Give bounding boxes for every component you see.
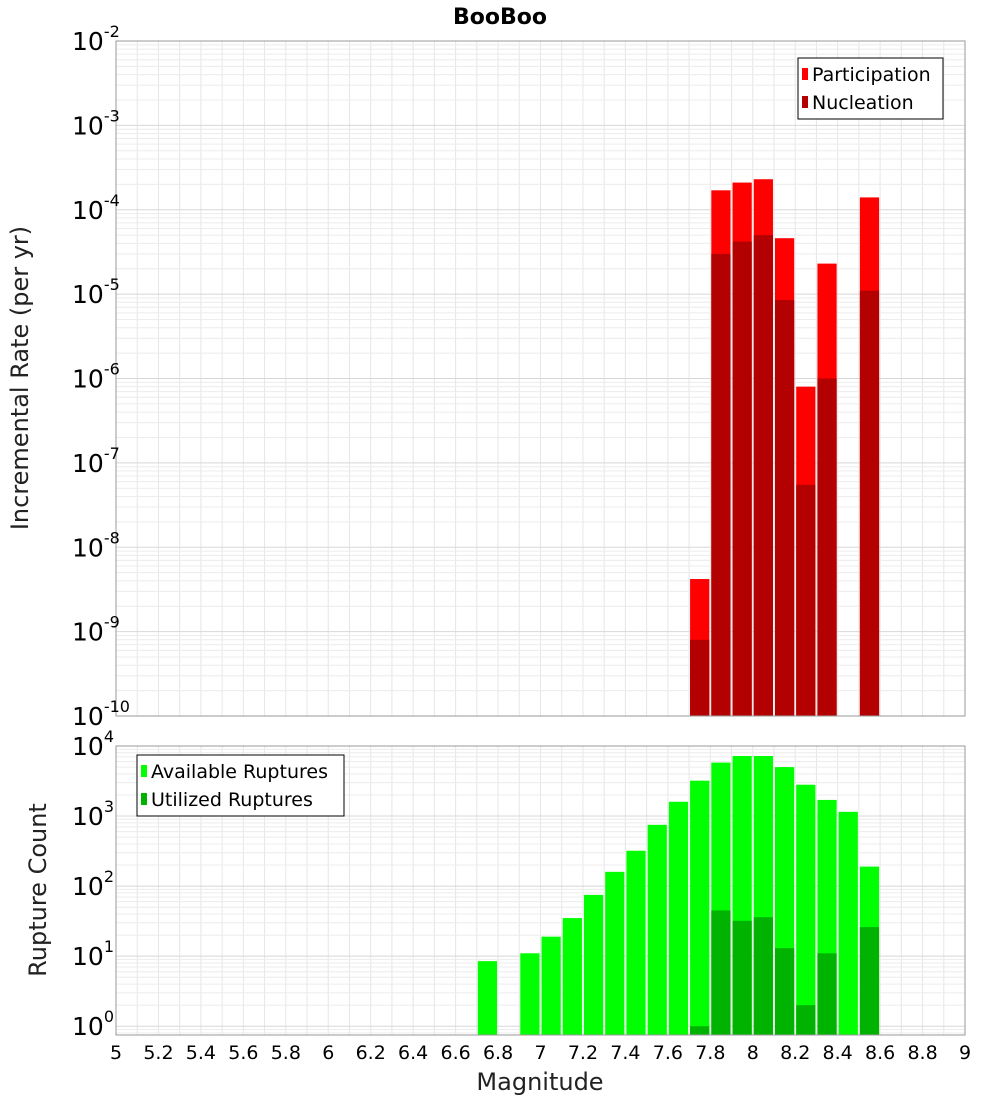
bottom-y-tick-label: 100 [72,1007,114,1041]
legend-entry: Available Ruptures [151,761,328,783]
bar-nucleation [817,378,837,716]
chart-title: BooBoo [453,5,547,30]
x-tick-label: 7 [534,1042,546,1064]
bottom-y-axis-label: Rupture Count [24,803,52,977]
bar-available-ruptures [626,850,646,1035]
x-ticks: 5 5.2 5.4 5.6 5.8 6 6.2 6.4 6.6 6.8 7 7.2 7.4 7.6 7.8 8… [110,1042,971,1064]
bar-available-ruptures [647,824,667,1035]
x-tick-label: 7.6 [653,1042,683,1064]
x-tick-label: 6.2 [356,1042,386,1064]
top-y-tick-label: 10-10 [72,697,130,731]
legend-swatch [802,68,808,80]
x-tick-label: 7.2 [568,1042,598,1064]
bar-nucleation [732,241,752,717]
x-tick-label: 6.8 [483,1042,513,1064]
bar-available-ruptures [520,953,540,1035]
bar-available-ruptures [605,871,625,1035]
bottom-plot-frame [115,745,966,1036]
bar-available-ruptures [668,801,689,1035]
x-tick-label: 8.8 [907,1042,937,1064]
legend-entry: Participation [812,64,931,86]
legend-entry: Utilized Ruptures [151,789,313,811]
bar-nucleation [690,639,710,716]
bottom-legend-box [136,754,345,817]
top-y-tick-label: 10-4 [72,191,120,225]
top-y-tick-label: 10-5 [72,275,120,309]
x-tick-label: 5 [110,1042,122,1064]
x-tick-label: 8.6 [865,1042,895,1064]
bar-utilized-ruptures [859,927,880,1035]
x-tick-label: 6 [322,1042,334,1064]
x-tick-label: 8 [747,1042,759,1064]
bar-nucleation [796,484,816,716]
x-tick-label: 9 [959,1042,971,1064]
x-tick-label: 8.4 [823,1042,853,1064]
bottom-y-tick-label: 104 [72,727,114,761]
x-tick-label: 6.4 [398,1042,428,1064]
bar-nucleation [859,290,880,716]
bar-utilized-ruptures [732,920,752,1035]
bottom-bars [477,755,880,1035]
bottom-y-tick-label: 101 [72,937,114,971]
top-y-ticks: 10-10 10-9 10-8 10-7 10-6 10-5 10-4 10-3 10-2 [72,22,130,731]
x-tick-label: 8.2 [780,1042,810,1064]
top-y-tick-label: 10-6 [72,360,120,394]
bottom-legend: Available Ruptures Utilized Ruptures [136,754,345,817]
x-tick-label: 6.6 [440,1042,470,1064]
top-plot-frame [115,40,966,717]
top-bars [690,179,880,717]
top-y-axis-label: Incremental Rate (per yr) [6,226,34,530]
x-tick-label: 7.8 [695,1042,725,1064]
top-y-tick-label: 10-7 [72,444,120,478]
bottom-panel: 100 101 102 103 104 5 5.2 5.4 5.6 5.8 6 6.2 6.4 6.6 6.… [72,727,971,1064]
x-tick-label: 7.4 [610,1042,640,1064]
bar-utilized-ruptures [690,1026,710,1035]
legend-swatch [141,765,147,777]
x-tick-label: 5.8 [271,1042,301,1064]
x-tick-label: 5.6 [228,1042,258,1064]
bar-available-ruptures [477,961,498,1035]
legend-swatch [141,793,147,805]
top-grid [115,41,966,717]
bar-available-ruptures [541,936,561,1035]
bar-available-ruptures [562,918,582,1035]
x-tick-label: 5.4 [186,1042,216,1064]
top-legend-box [797,57,944,120]
bar-available-ruptures [796,784,816,1035]
top-y-tick-label: 10-3 [72,106,120,140]
bar-utilized-ruptures [711,910,731,1035]
bar-utilized-ruptures [774,948,795,1035]
bar-nucleation [753,235,773,716]
x-axis-label: Magnitude [476,1068,603,1096]
legend-entry: Nucleation [812,92,914,114]
bar-available-ruptures [583,894,604,1035]
top-y-tick-label: 10-8 [72,528,120,562]
top-panel: 10-10 10-9 10-8 10-7 10-6 10-5 10-4 10-3 10-2 Par… [72,22,966,731]
bottom-y-tick-label: 103 [72,797,114,831]
bottom-y-ticks: 100 101 102 103 104 [72,727,114,1041]
bar-available-ruptures [690,780,710,1035]
x-tick-label: 5.2 [143,1042,173,1064]
bar-nucleation [774,300,795,716]
bar-utilized-ruptures [753,917,773,1035]
legend-swatch [802,96,808,108]
bar-utilized-ruptures [817,953,837,1035]
bar-available-ruptures [838,811,858,1035]
bar-nucleation [711,253,731,716]
top-legend: Participation Nucleation [797,57,944,120]
bar-utilized-ruptures [796,1005,816,1035]
bottom-y-tick-label: 102 [72,867,114,901]
top-y-tick-label: 10-9 [72,613,120,647]
top-y-tick-label: 10-2 [72,22,120,56]
